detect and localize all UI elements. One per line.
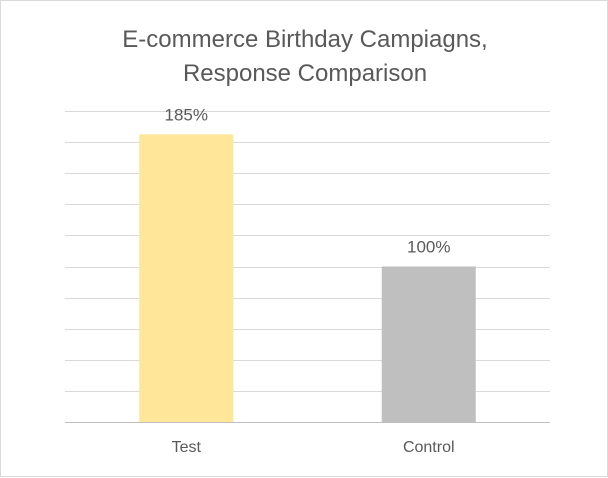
- chart-title-line-2: Response Comparison: [183, 60, 427, 87]
- gridlines: [65, 111, 550, 392]
- data-labels: 185% 100%: [165, 105, 451, 256]
- data-label-test: 185%: [165, 105, 208, 124]
- category-label-control: Control: [403, 439, 455, 456]
- bar-test: [139, 134, 234, 422]
- data-label-control: 100%: [407, 238, 450, 257]
- category-label-test: Test: [172, 439, 202, 456]
- bar-control: [381, 266, 476, 422]
- bars: [139, 134, 476, 422]
- x-axis: Test Control: [65, 422, 550, 456]
- chart-title-line-1: E-commerce Birthday Campiagns,: [122, 26, 487, 53]
